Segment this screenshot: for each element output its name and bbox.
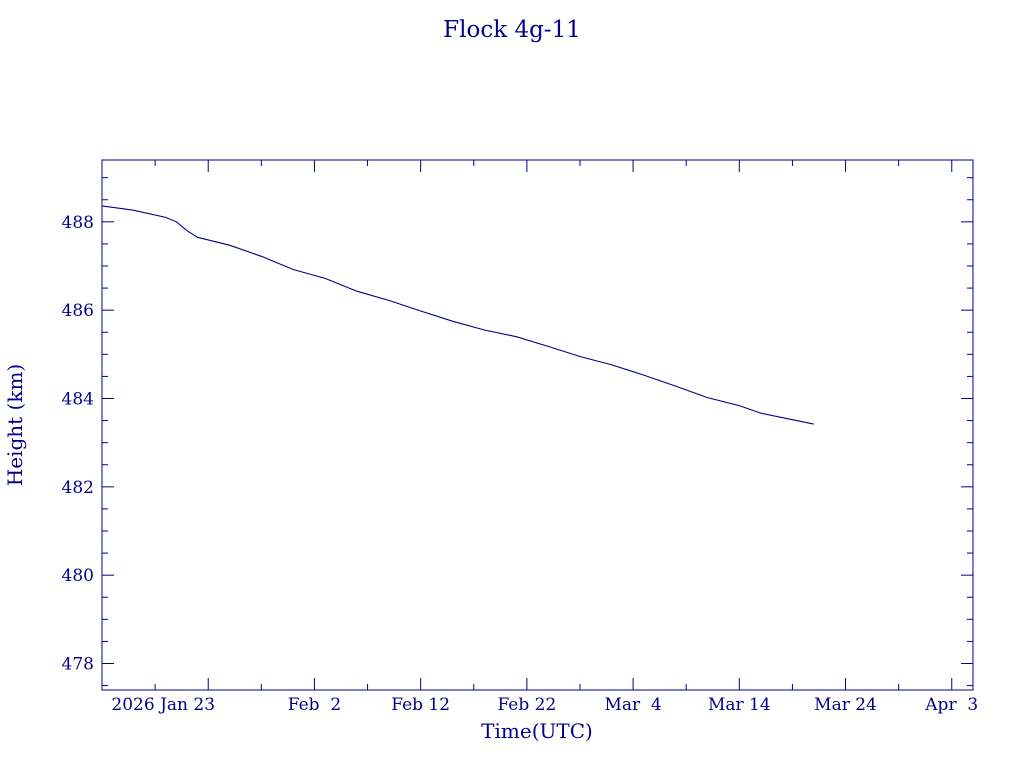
axis-ticks [101, 160, 973, 690]
x-axis-label: Time(UTC) [481, 719, 593, 743]
x-tick-label: Feb 22 [497, 695, 556, 715]
y-tick-label: 486 [62, 301, 94, 321]
y-tick-label: 484 [62, 390, 94, 410]
chart-title: Flock 4g-11 [443, 17, 581, 43]
y-axis-label: Height (km) [3, 364, 27, 486]
x-tick-label: Mar 24 [814, 695, 877, 715]
y-tick-label: 480 [62, 566, 94, 586]
x-tick-label: Feb 12 [391, 695, 450, 715]
x-tick-label: Mar 14 [708, 695, 771, 715]
series-line [101, 205, 814, 425]
y-tick-label: 488 [62, 213, 94, 233]
plot-frame [101, 159, 974, 691]
x-tick-label: Mar 4 [604, 695, 661, 715]
x-tick-label: Feb 2 [288, 695, 341, 715]
y-tick-label: 478 [62, 655, 94, 675]
y-tick-label: 482 [62, 478, 94, 498]
x-tick-labels: 2026 Jan 23 Feb 2 Feb 12 Feb 22 Mar 4 Mar 14 M… [111, 695, 978, 715]
x-tick-label: Apr 3 [924, 695, 978, 715]
y-tick-labels: 478 480 482 484 486 488 [62, 213, 94, 675]
x-tick-label: 2026 Jan 23 [111, 695, 215, 715]
